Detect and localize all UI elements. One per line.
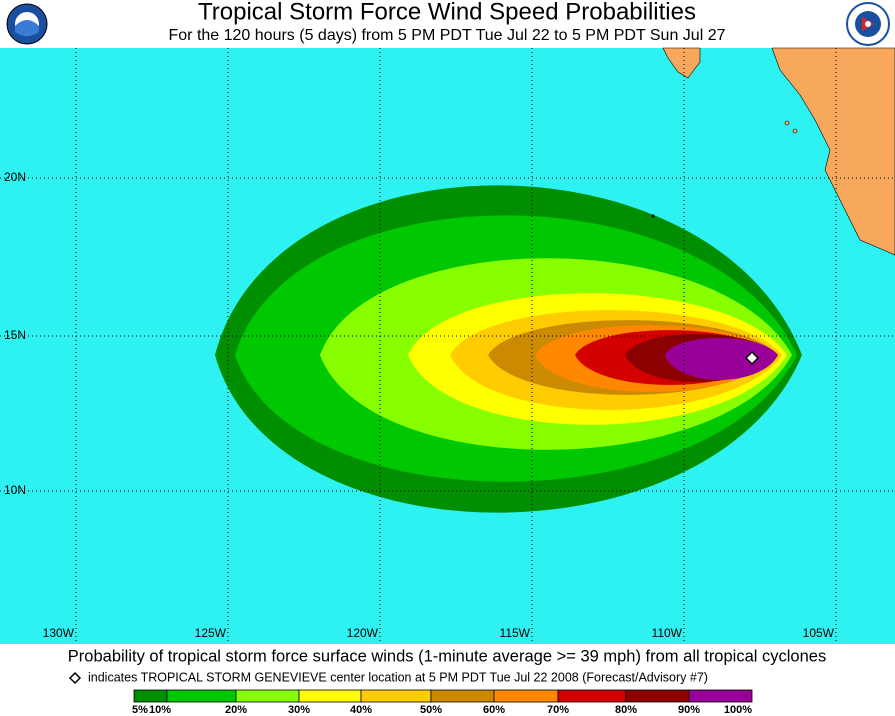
legend-swatch bbox=[298, 689, 362, 703]
longitude-label: 130W bbox=[43, 626, 75, 640]
legend-label: 100% bbox=[724, 704, 752, 716]
island bbox=[651, 214, 655, 218]
legend-swatch bbox=[493, 689, 559, 703]
legend-swatch bbox=[133, 689, 168, 703]
legend-label: 40% bbox=[350, 704, 372, 716]
grid: 20N 15N 10N 130W 125W 120W 115W 110W 105W bbox=[0, 48, 895, 644]
longitude-label: 125W bbox=[195, 626, 227, 640]
legend-swatch bbox=[557, 689, 627, 703]
latitude-label: 10N bbox=[4, 483, 26, 497]
title: Tropical Storm Force Wind Speed Probabil… bbox=[198, 0, 696, 25]
latitude-label: 15N bbox=[4, 328, 26, 342]
island bbox=[792, 128, 798, 134]
legend-label: 60% bbox=[483, 704, 505, 716]
longitude-label: 110W bbox=[652, 626, 683, 640]
contour-band bbox=[665, 338, 778, 380]
legend-label: 20% bbox=[225, 704, 247, 716]
legend-swatch bbox=[625, 689, 690, 703]
note-symbol bbox=[68, 671, 82, 685]
latitude-label: 20N bbox=[4, 170, 26, 184]
legend: 5% 10% 20% 30% 40% 50% 60% 70% 80% 90% 100% bbox=[132, 689, 753, 716]
longitude-label: 115W bbox=[500, 626, 531, 640]
legend-label: 70% bbox=[547, 704, 569, 716]
legend-label: 50% bbox=[420, 704, 442, 716]
longitude-label: 105W bbox=[803, 626, 835, 640]
storm-center bbox=[744, 350, 760, 366]
probability-contours bbox=[215, 185, 802, 513]
longitude-label: 120W bbox=[347, 626, 379, 640]
caption: Probability of tropical storm force surf… bbox=[68, 647, 826, 665]
island bbox=[784, 120, 790, 126]
legend-label: 80% bbox=[615, 704, 637, 716]
legend-swatch bbox=[235, 689, 300, 703]
note: indicates TROPICAL STORM GENEVIEVE cente… bbox=[88, 670, 708, 684]
baja-california bbox=[662, 47, 701, 79]
legend-swatch bbox=[688, 689, 753, 703]
legend-label: 10% bbox=[149, 704, 171, 716]
legend-label: 30% bbox=[288, 704, 310, 716]
legend-label: 90% bbox=[678, 704, 700, 716]
mainland-mexico bbox=[771, 47, 895, 256]
noaa-logo bbox=[6, 3, 48, 45]
nws-logo bbox=[846, 2, 890, 46]
legend-swatch bbox=[166, 689, 237, 703]
subtitle: For the 120 hours (5 days) from 5 PM PDT… bbox=[169, 27, 726, 44]
legend-swatch bbox=[430, 689, 495, 703]
legend-swatch bbox=[360, 689, 432, 703]
legend-label: 5% bbox=[132, 704, 148, 716]
